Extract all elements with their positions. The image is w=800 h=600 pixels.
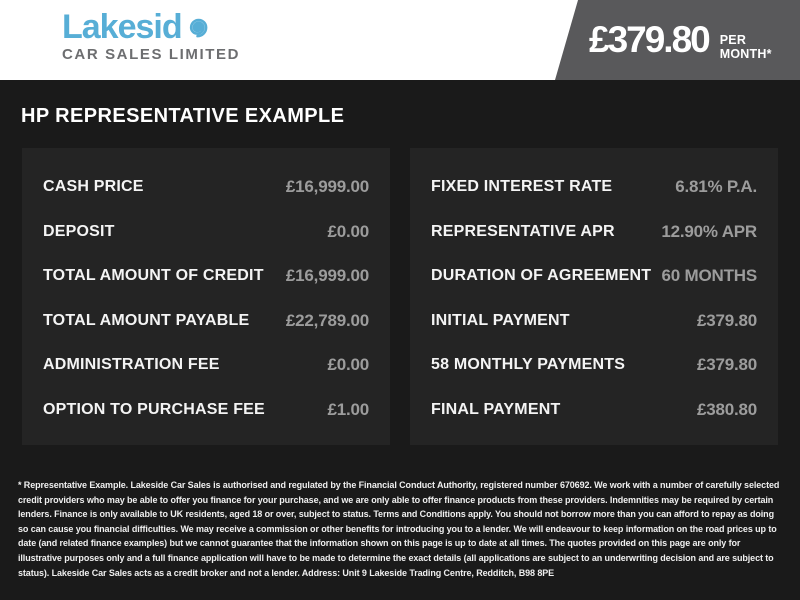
finance-row-label: ADMINISTRATION FEE: [43, 356, 220, 374]
site-header: Lakesid CAR SALES LIMITED £379.80 PER MO…: [0, 0, 800, 80]
finance-row: DURATION OF AGREEMENT 60 MONTHS: [431, 254, 757, 299]
finance-row-label: TOTAL AMOUNT PAYABLE: [43, 311, 250, 329]
finance-row-value: £0.00: [327, 221, 369, 241]
finance-row: TOTAL AMOUNT OF CREDIT £16,999.00: [43, 254, 369, 299]
finance-row-label: 58 MONTHLY PAYMENTS: [431, 356, 626, 374]
finance-row-value: £380.80: [696, 399, 757, 419]
finance-row-value: £16,999.00: [285, 177, 369, 197]
monthly-price-banner: £379.80 PER MONTH*: [555, 0, 800, 80]
lakeside-logo: Lakesid CAR SALES LIMITED: [62, 10, 240, 62]
finance-row: CASH PRICE £16,999.00: [43, 165, 369, 210]
finance-row-label: DEPOSIT: [43, 222, 115, 240]
finance-row-value: 12.90% APR: [661, 221, 757, 241]
finance-row: INITIAL PAYMENT £379.80: [431, 299, 757, 344]
finance-row: ADMINISTRATION FEE £0.00: [43, 343, 369, 388]
representative-example-disclaimer: * Representative Example. Lakeside Car S…: [18, 480, 780, 578]
finance-row-value: £16,999.00: [285, 266, 369, 286]
finance-row: DEPOSIT £0.00: [43, 210, 369, 255]
finance-row-value: £0.00: [327, 355, 369, 375]
page-title: HP REPRESENTATIVE EXAMPLE: [21, 105, 345, 127]
finance-row-value: £379.80: [696, 355, 757, 375]
monthly-price-period: PER MONTH*: [719, 33, 772, 61]
finance-row: FINAL PAYMENT £380.80: [431, 388, 757, 433]
finance-panel-right: FIXED INTEREST RATE 6.81% P.A. REPRESENTAT…: [410, 148, 778, 445]
logo-name: Lakesid: [62, 10, 240, 44]
finance-row-value: £22,789.00: [285, 310, 369, 330]
finance-row-value: 6.81% P.A.: [675, 177, 757, 197]
finance-panel-left: CASH PRICE £16,999.00 DEPOSIT £0.00 TOTAL AM…: [22, 148, 390, 445]
spiral-e-icon: [184, 13, 211, 47]
finance-example-section: HP REPRESENTATIVE EXAMPLE CASH PRICE £16,…: [0, 80, 800, 600]
finance-row-label: OPTION TO PURCHASE FEE: [43, 400, 265, 418]
finance-row-value: 60 MONTHS: [661, 266, 758, 286]
finance-row-label: INITIAL PAYMENT: [431, 311, 570, 329]
finance-row: FIXED INTEREST RATE 6.81% P.A.: [431, 165, 757, 210]
finance-row: TOTAL AMOUNT PAYABLE £22,789.00: [43, 299, 369, 344]
finance-row-label: FIXED INTEREST RATE: [431, 178, 613, 196]
finance-row: 58 MONTHLY PAYMENTS £379.80: [431, 343, 757, 388]
finance-row-label: CASH PRICE: [43, 178, 144, 196]
finance-row-value: £1.00: [327, 399, 369, 419]
finance-row-value: £379.80: [696, 310, 757, 330]
finance-panels: CASH PRICE £16,999.00 DEPOSIT £0.00 TOTAL AM…: [22, 148, 778, 445]
finance-row: OPTION TO PURCHASE FEE £1.00: [43, 388, 369, 433]
finance-row-label: FINAL PAYMENT: [431, 400, 561, 418]
finance-row: REPRESENTATIVE APR 12.90% APR: [431, 210, 757, 255]
logo-tagline: CAR SALES LIMITED: [62, 46, 241, 63]
logo-name-text: Lakesid: [62, 8, 183, 46]
finance-row-label: TOTAL AMOUNT OF CREDIT: [43, 267, 264, 285]
monthly-price-amount: £379.80: [589, 19, 711, 60]
finance-row-label: REPRESENTATIVE APR: [431, 222, 615, 240]
finance-row-label: DURATION OF AGREEMENT: [431, 267, 652, 285]
